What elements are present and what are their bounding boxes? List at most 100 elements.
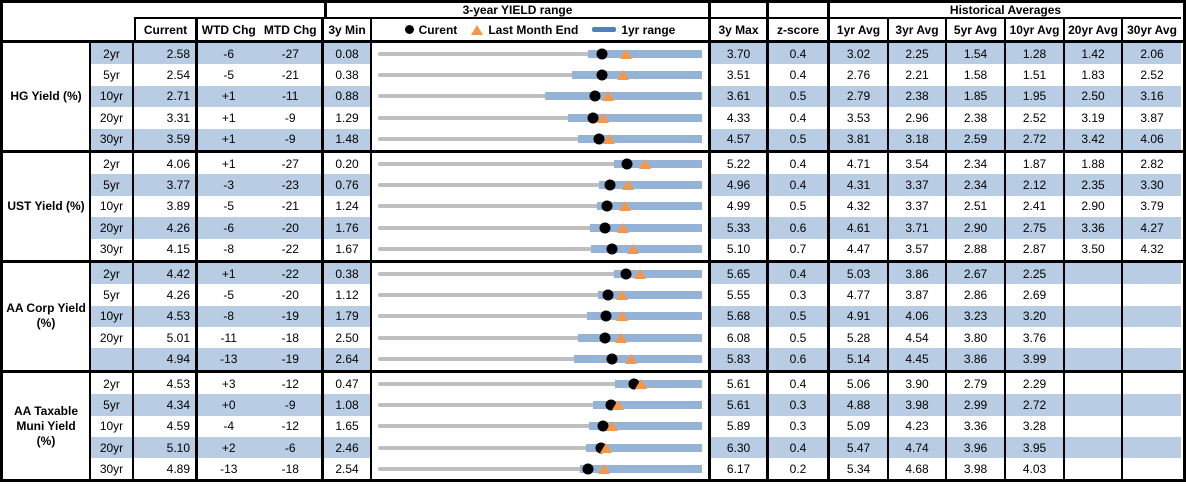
legend-1yr-range-label: 1yr range: [621, 22, 676, 37]
tenor-cell: 10yr: [91, 305, 134, 328]
range-bar-3yr: [378, 424, 702, 429]
wtd-mtd-cell: -11 -18: [198, 327, 324, 349]
zscore-cell: 0.4: [769, 152, 830, 175]
avg-cell-4: [1065, 415, 1123, 438]
avg-cell-2: 3.23: [947, 305, 1006, 328]
wtd-mtd-cell: -8 -19: [198, 305, 324, 328]
avg-cell-0: 4.91: [830, 305, 889, 328]
current-dot-marker: [599, 332, 611, 344]
avg-cell-1: 2.96: [889, 107, 947, 129]
avg-cell-3: 1.51: [1006, 64, 1065, 86]
range-bar-1yr: [590, 223, 702, 232]
tenor-cell: 20yr: [91, 107, 134, 129]
range-bar-1yr: [598, 290, 702, 299]
range-bar-3yr: [378, 137, 702, 142]
last-month-end-marker: [596, 112, 609, 123]
wtd-chg-cell: -5: [223, 68, 235, 83]
group-label: AA Taxable Muni Yield (%): [3, 372, 91, 479]
current-cell: 4.53: [134, 305, 198, 328]
range-bar-1yr: [614, 269, 702, 278]
wtd-mtd-cell: -6 -27: [198, 43, 324, 65]
min-3y-cell: 2.54: [324, 458, 372, 479]
min-3y-cell: 1.29: [324, 107, 372, 129]
col-header-mtd-chg: MTD Chg: [263, 22, 317, 37]
range-bar-3yr: [378, 467, 702, 472]
current-dot-marker: [628, 378, 640, 390]
avg-cell-0: 4.77: [830, 284, 889, 306]
avg-cell-3: 1.28: [1006, 43, 1065, 65]
legend-item-current: Curent: [404, 23, 457, 37]
range-bar-3yr: [378, 161, 702, 166]
range-bar-1yr: [614, 159, 702, 168]
avg-cell-0: 4.71: [830, 152, 889, 175]
current-cell: 2.54: [134, 64, 198, 86]
avg-cell-0: 5.47: [830, 437, 889, 459]
tenor-cell: 10yr: [91, 415, 134, 438]
avg-cell-2: 3.86: [947, 348, 1006, 370]
avg-cell-5: 3.79: [1140, 199, 1164, 214]
range-bar-1yr: [588, 422, 702, 431]
range-chart: [372, 458, 711, 479]
range-bar-3yr: [378, 314, 702, 319]
range-chart: [372, 85, 711, 108]
last-month-end-marker: [597, 464, 610, 475]
wtd-mtd-cell: -13 -19: [198, 348, 324, 370]
range-chart: [372, 348, 711, 370]
mtd-chg-cell: -21: [281, 199, 299, 214]
current-cell: 3.89: [134, 195, 198, 218]
range-bar-1yr: [578, 135, 702, 144]
avg-cell-1: 3.54: [889, 152, 947, 175]
mtd-chg-cell: -12: [281, 376, 299, 391]
section-2: AA Corp Yield (%) 2yr 4.42 +1 -22 0.38 5.65 0.4…: [3, 259, 1183, 370]
current-dot-marker: [606, 243, 618, 255]
avg-cell-4: [1065, 458, 1123, 479]
min-3y-cell: 0.38: [324, 262, 372, 285]
avg-cell-2: 2.38: [947, 107, 1006, 129]
avg-cell-5: 4.27: [1123, 217, 1181, 239]
avg-cell-5: [1123, 416, 1181, 437]
max-3y-cell: 5.22: [711, 152, 769, 175]
table-body: HG Yield (%) 2yr 2.58 -6 -27 0.08 3.70 0.4 3.02 2…: [3, 43, 1183, 479]
avg-cell-5: [1123, 458, 1181, 479]
min-3y-cell: 1.08: [324, 394, 372, 416]
range-chart-track: [378, 64, 702, 85]
min-3y-cell: 0.47: [324, 372, 372, 395]
section-0: HG Yield (%) 2yr 2.58 -6 -27 0.08 3.70 0.4 3.02 2…: [3, 43, 1183, 150]
avg-cell-0: 3.81: [830, 128, 889, 150]
avg-cell-1: 2.38: [889, 85, 947, 108]
col-header-3y-max: 3y Max: [711, 19, 769, 40]
avg-cell-2: 3.96: [947, 437, 1006, 459]
range-chart-track: [378, 86, 702, 107]
avg-cell-1: 3.37: [889, 174, 947, 196]
avg-cell-0: 5.03: [830, 262, 889, 285]
max-3y-cell: 3.70: [711, 43, 769, 65]
avg-cell-4: 3.42: [1065, 128, 1123, 150]
avg-cell-4: [1065, 437, 1123, 459]
current-cell: 3.31: [134, 107, 198, 129]
avg-cell-5: 4.06: [1123, 128, 1181, 150]
max-3y-cell: 5.89: [711, 415, 769, 438]
current-cell: 4.42: [134, 262, 198, 285]
range-bar-1yr: [598, 181, 702, 190]
avg-cell-2: 2.99: [947, 394, 1006, 416]
avg-cell-5: [1123, 327, 1181, 348]
mtd-chg-cell: -20: [281, 220, 299, 235]
current-dot-marker: [589, 90, 601, 102]
max-3y-cell: 4.99: [711, 195, 769, 218]
range-chart-track: [378, 263, 702, 284]
range-bar-1yr: [567, 113, 702, 122]
min-3y-cell: 0.88: [324, 85, 372, 108]
current-cell: 4.94: [134, 348, 198, 370]
mtd-chg-cell: -22: [281, 242, 299, 257]
mtd-chg-cell: -9: [284, 132, 296, 147]
min-3y-cell: 2.50: [324, 327, 372, 349]
wtd-chg-cell: -3: [223, 178, 235, 193]
current-cell: 4.06: [134, 152, 198, 175]
mtd-chg-cell: -9: [284, 110, 296, 125]
header-empty-corner: [3, 3, 134, 40]
mtd-chg-cell: -18: [281, 330, 299, 345]
avg-cell-5: [1123, 262, 1181, 285]
avg-cell-5: [1123, 305, 1181, 328]
current-cell: 2.58: [134, 43, 198, 65]
wtd-chg-cell: -6: [223, 220, 235, 235]
